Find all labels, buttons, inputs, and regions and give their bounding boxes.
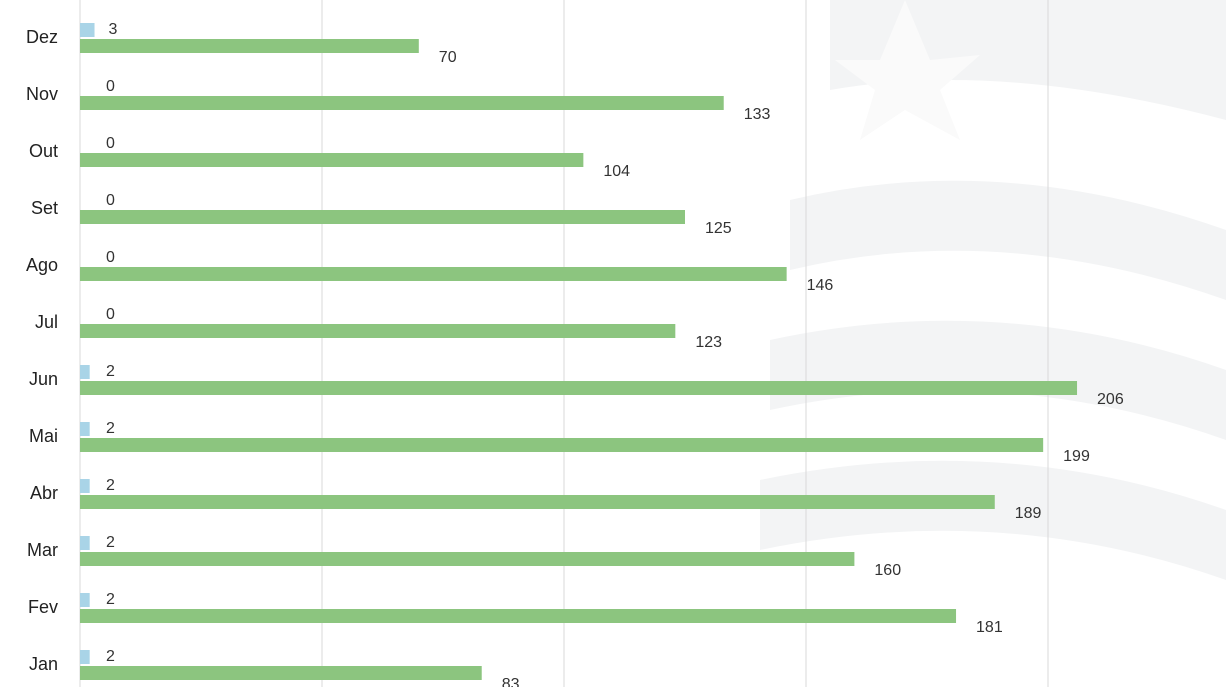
y-tick-label: Dez [26, 27, 58, 47]
value-label: 189 [1015, 505, 1042, 522]
bar [80, 552, 855, 566]
bar [80, 422, 90, 436]
y-tick-label: Mar [27, 540, 58, 560]
bar [80, 593, 90, 607]
bar [80, 536, 90, 550]
value-label: 70 [439, 49, 457, 66]
value-label: 133 [744, 106, 771, 123]
bar [80, 479, 90, 493]
bar [80, 210, 685, 224]
y-tick-label: Ago [26, 255, 58, 275]
y-tick-label: Set [31, 198, 58, 218]
value-label: 0 [106, 78, 115, 95]
y-tick-label: Jul [35, 312, 58, 332]
bar [80, 96, 724, 110]
value-label: 199 [1063, 448, 1090, 465]
value-label: 206 [1097, 391, 1124, 408]
watermark [760, 0, 1226, 580]
value-label: 2 [106, 363, 115, 380]
y-tick-label: Jan [29, 654, 58, 674]
bar [80, 153, 584, 167]
value-label: 2 [106, 648, 115, 665]
value-label: 160 [874, 562, 901, 579]
y-tick-label: Out [29, 141, 58, 161]
value-label: 0 [106, 306, 115, 323]
value-label: 3 [109, 21, 118, 38]
y-tick-label: Fev [28, 597, 58, 617]
value-label: 125 [705, 220, 732, 237]
value-label: 181 [976, 619, 1003, 636]
y-tick-label: Mai [29, 426, 58, 446]
y-tick-label: Jun [29, 369, 58, 389]
value-label: 2 [106, 420, 115, 437]
value-label: 2 [106, 477, 115, 494]
bar [80, 23, 95, 37]
y-tick-label: Abr [30, 483, 58, 503]
value-label: 104 [603, 163, 630, 180]
bar [80, 650, 90, 664]
bar [80, 609, 957, 623]
value-label: 146 [807, 277, 834, 294]
y-tick-label: Nov [26, 84, 58, 104]
bar [80, 365, 90, 379]
value-label: 0 [106, 192, 115, 209]
value-label: 123 [695, 334, 722, 351]
value-label: 83 [502, 676, 520, 687]
bar [80, 267, 787, 281]
bar [80, 438, 1044, 452]
bar [80, 39, 419, 53]
value-label: 0 [106, 135, 115, 152]
value-label: 2 [106, 534, 115, 551]
bar [80, 495, 995, 509]
bar [80, 324, 676, 338]
bar [80, 381, 1078, 395]
bar [80, 666, 482, 680]
value-label: 2 [106, 591, 115, 608]
value-label: 0 [106, 249, 115, 266]
